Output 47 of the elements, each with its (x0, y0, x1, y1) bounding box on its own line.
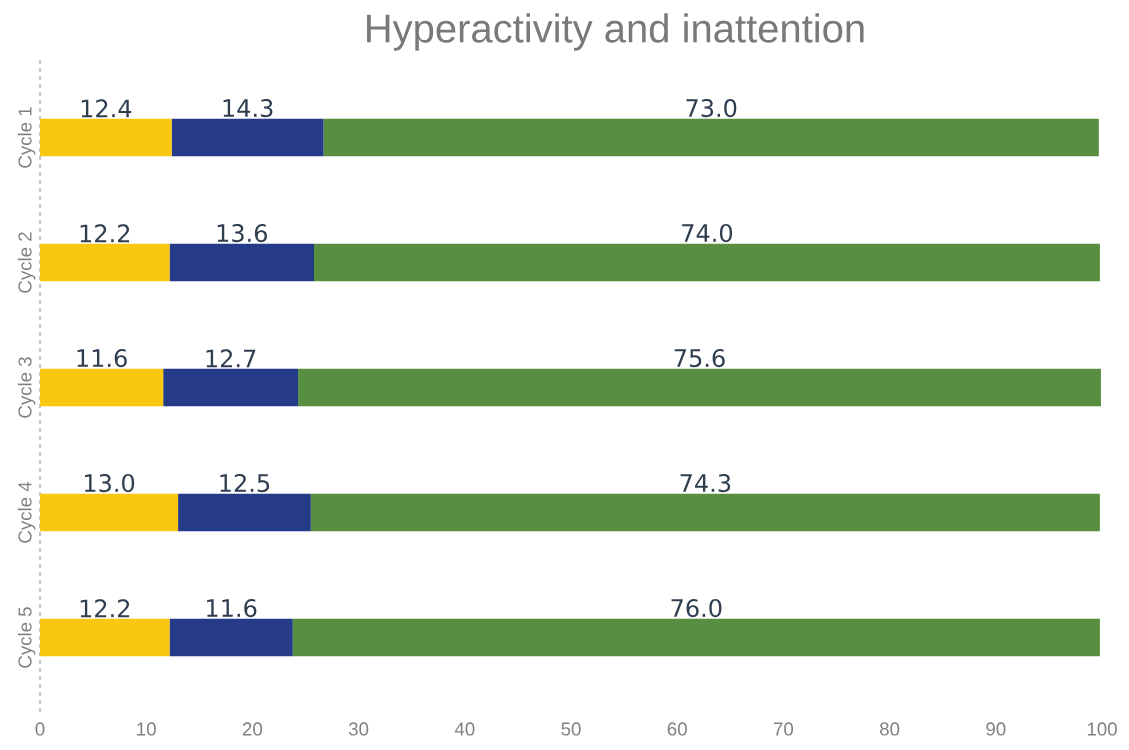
data-label: 76.0 (671, 598, 722, 618)
bar (40, 493, 179, 532)
x-tick-label: 50 (561, 722, 581, 736)
data-label: 14.3 (223, 98, 273, 118)
data-label: 75.6 (674, 348, 725, 368)
x-tick-label: 30 (348, 722, 369, 736)
y-tick-label: Cycle 2 (17, 232, 36, 293)
data-label: 12.2 (80, 599, 130, 618)
x-tick-label: 100 (1087, 722, 1117, 736)
data-label: 13.6 (217, 223, 267, 243)
chart-title: Hyperactivity and inattention (367, 13, 864, 51)
bar (40, 118, 172, 157)
x-tick-label: 90 (986, 722, 1006, 736)
data-label: 12.7 (206, 349, 256, 368)
x-tick-label: 20 (242, 722, 263, 736)
data-label: 11.6 (207, 598, 257, 618)
bar (298, 368, 1101, 407)
x-tick-label: 40 (454, 722, 475, 736)
x-tick-label: 0 (35, 722, 45, 736)
bar (178, 493, 311, 532)
x-tick-label: 80 (880, 722, 900, 736)
bar (310, 493, 1100, 532)
x-tick-label: 60 (667, 722, 687, 736)
data-label: 74.3 (680, 473, 731, 493)
bar (171, 118, 324, 157)
x-tick-label: 70 (773, 722, 794, 736)
data-label: 11.6 (77, 348, 127, 368)
bar (314, 243, 1100, 282)
bar (40, 243, 170, 282)
bar (169, 243, 314, 282)
y-tick-label: Cycle 1 (17, 107, 36, 168)
data-label: 12.2 (80, 224, 130, 243)
bar (323, 118, 1099, 157)
data-label: 12.5 (220, 473, 270, 493)
data-label: 73.0 (686, 98, 737, 118)
data-label: 12.4 (81, 99, 132, 118)
y-tick-label: Cycle 5 (17, 607, 36, 668)
bar (169, 618, 293, 657)
bar (40, 618, 170, 657)
bar (292, 618, 1100, 657)
data-label: 13.0 (84, 473, 135, 493)
y-tick-label: Cycle 3 (17, 357, 36, 418)
bar (163, 368, 299, 407)
data-label: 74.0 (682, 223, 733, 243)
bar (40, 368, 164, 407)
x-tick-label: 10 (137, 722, 156, 736)
y-tick-label: Cycle 4 (17, 481, 36, 543)
